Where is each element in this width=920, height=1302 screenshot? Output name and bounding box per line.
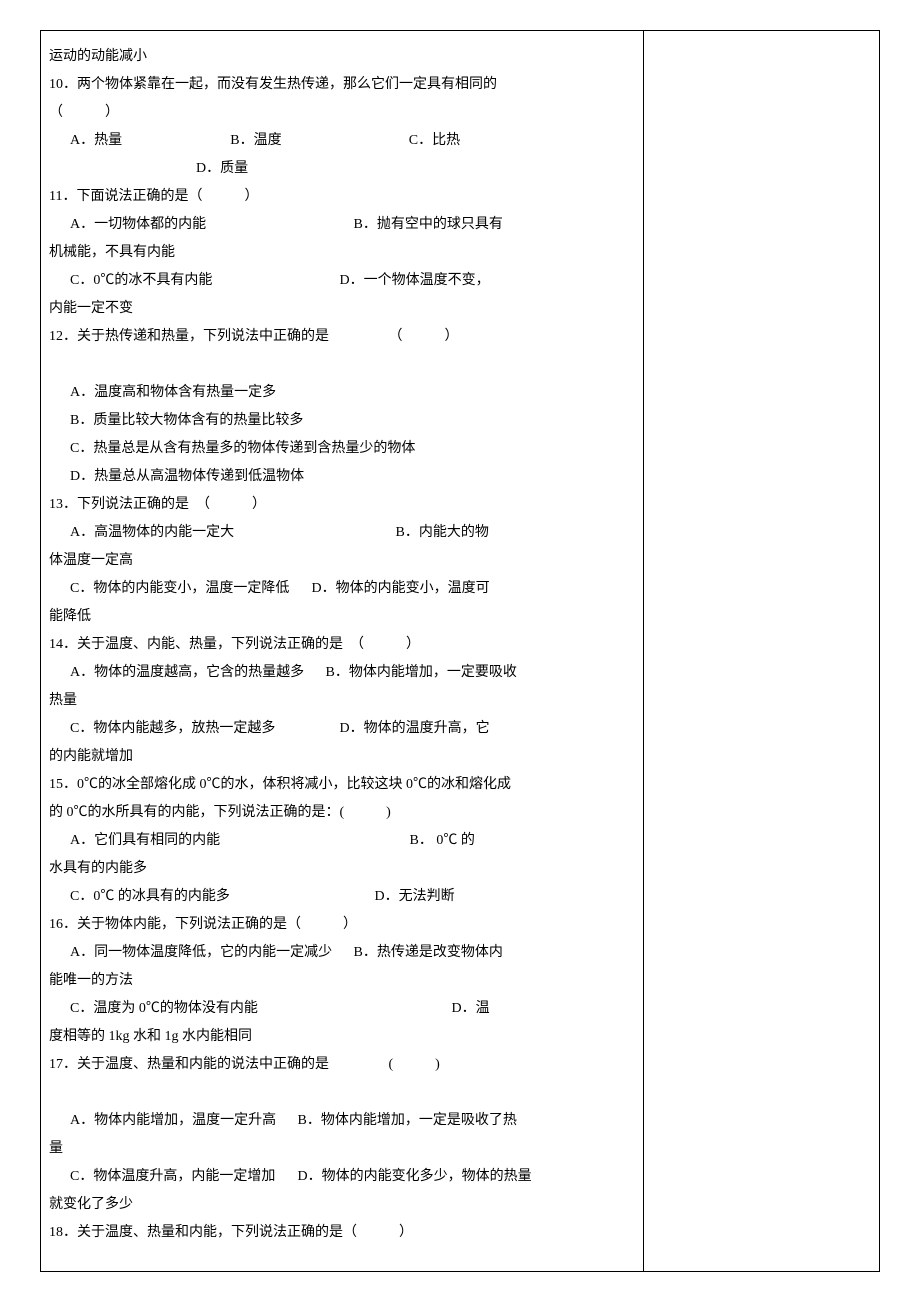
q13-opt-a: A．高温物体的内能一定大 xyxy=(70,519,392,547)
q14-line-ab: A．物体的温度越高，它含的热量越多 B．物体内能增加，一定要吸收 xyxy=(49,659,635,687)
q13-line-ab: A．高温物体的内能一定大 B．内能大的物 xyxy=(49,519,635,547)
q10-opt-a: A．热量 xyxy=(70,127,227,155)
q13-line-cd: C．物体的内能变小，温度一定降低 D．物体的内能变小，温度可 xyxy=(49,575,635,603)
q13-opt-b-tail: 体温度一定高 xyxy=(49,547,635,575)
q14-opt-d-pre: D．物体的温度升高，它 xyxy=(340,721,490,736)
q11-stem: 11．下面说法正确的是（ ） xyxy=(49,183,635,211)
q11-line-cd: C．0℃的冰不具有内能 D．一个物体温度不变， xyxy=(49,267,635,295)
q17-line-ab: A．物体内能增加，温度一定升高 B．物体内能增加，一定是吸收了热 xyxy=(49,1107,635,1135)
q13-opt-b-pre: B．内能大的物 xyxy=(396,525,489,540)
q14-line-cd: C．物体内能越多，放热一定越多 D．物体的温度升高，它 xyxy=(49,715,635,743)
page-container: 运动的动能减小 10．两个物体紧靠在一起，而没有发生热传递，那么它们一定具有相同… xyxy=(40,30,880,1272)
q11-opt-b-tail: 机械能，不具有内能 xyxy=(49,239,635,267)
q16-line-cd: C．温度为 0℃的物体没有内能 D．温 xyxy=(49,995,635,1023)
q11-opt-d-pre: D．一个物体温度不变， xyxy=(340,273,490,288)
q12-stem-line: 12．关于热传递和热量，下列说法中正确的是 （ ） xyxy=(49,323,635,351)
q10-bracket: （ ） xyxy=(49,99,635,127)
q17-opt-c: C．物体温度升高，内能一定增加 xyxy=(70,1163,294,1191)
q-prev-tail: 运动的动能减小 xyxy=(49,43,635,71)
q11-line-ab: A．一切物体都的内能 B．抛有空中的球只具有 xyxy=(49,211,635,239)
q10-opt-d: D．质量 xyxy=(49,155,635,183)
q11-opt-a: A．一切物体都的内能 xyxy=(70,211,350,239)
q14-opt-c: C．物体内能越多，放热一定越多 xyxy=(70,715,336,743)
q11-opt-d-tail: 内能一定不变 xyxy=(49,295,635,323)
q10-opt-c: C．比热 xyxy=(409,133,460,148)
content-column: 运动的动能减小 10．两个物体紧靠在一起，而没有发生热传递，那么它们一定具有相同… xyxy=(41,31,644,1271)
q17-opt-b-pre: B．物体内能增加，一定是吸收了热 xyxy=(298,1113,517,1128)
q13-opt-d-pre: D．物体的内能变小，温度可 xyxy=(312,581,490,596)
q13-opt-d-tail: 能降低 xyxy=(49,603,635,631)
q17-opt-d-tail: 就变化了多少 xyxy=(49,1191,635,1219)
q10-stem: 10．两个物体紧靠在一起，而没有发生热传递，那么它们一定具有相同的 xyxy=(49,71,635,99)
q17-bracket: ( ) xyxy=(389,1057,440,1072)
q12-opt-c: C．热量总是从含有热量多的物体传递到含热量少的物体 xyxy=(49,435,635,463)
q12-opt-d: D．热量总从高温物体传递到低温物体 xyxy=(49,463,635,491)
q15-opt-c: C．0℃ 的冰具有的内能多 xyxy=(70,883,371,911)
q16-line-ab: A．同一物体温度降低，它的内能一定减少 B．热传递是改变物体内 xyxy=(49,939,635,967)
q16-opt-d-pre: D．温 xyxy=(452,1001,490,1016)
q16-opt-b-pre: B．热传递是改变物体内 xyxy=(354,945,503,960)
q16-opt-d-tail: 度相等的 1kg 水和 1g 水内能相同 xyxy=(49,1023,635,1051)
q13-opt-c: C．物体的内能变小，温度一定降低 xyxy=(70,575,308,603)
q14-opt-d-tail: 的内能就增加 xyxy=(49,743,635,771)
q10-options-line1: A．热量 B．温度 C．比热 xyxy=(49,127,635,155)
q17-stem-line: 17．关于温度、热量和内能的说法中正确的是 ( ) xyxy=(49,1051,635,1079)
q12-blank xyxy=(49,351,635,379)
q18-stem: 18．关于温度、热量和内能，下列说法正确的是（ ） xyxy=(49,1219,635,1247)
q12-opt-b: B．质量比较大物体含有的热量比较多 xyxy=(49,407,635,435)
q16-opt-a: A．同一物体温度降低，它的内能一定减少 xyxy=(70,939,350,967)
q16-opt-b-tail: 能唯一的方法 xyxy=(49,967,635,995)
margin-column xyxy=(644,31,879,1271)
q16-opt-c: C．温度为 0℃的物体没有内能 xyxy=(70,995,448,1023)
q14-opt-b-tail: 热量 xyxy=(49,687,635,715)
q15-opt-a: A．它们具有相同的内能 xyxy=(70,827,406,855)
q10-opt-b: B．温度 xyxy=(230,127,405,155)
q11-opt-b-pre: B．抛有空中的球只具有 xyxy=(354,217,503,232)
q12-opt-a: A．温度高和物体含有热量一定多 xyxy=(49,379,635,407)
q15-opt-b-pre: B． 0℃ 的 xyxy=(410,833,475,848)
q17-blank xyxy=(49,1079,635,1107)
q14-opt-a: A．物体的温度越高，它含的热量越多 xyxy=(70,659,322,687)
q15-line-ab: A．它们具有相同的内能 B． 0℃ 的 xyxy=(49,827,635,855)
q12-bracket: （ ） xyxy=(389,329,459,344)
q15-line-cd: C．0℃ 的冰具有的内能多 D．无法判断 xyxy=(49,883,635,911)
q13-stem: 13．下列说法正确的是 （ ） xyxy=(49,491,635,519)
q15-opt-d: D．无法判断 xyxy=(375,889,455,904)
q17-line-cd: C．物体温度升高，内能一定增加 D．物体的内能变化多少，物体的热量 xyxy=(49,1163,635,1191)
q14-opt-b-pre: B．物体内能增加，一定要吸收 xyxy=(326,665,517,680)
q16-stem: 16．关于物体内能，下列说法正确的是（ ） xyxy=(49,911,635,939)
q15-stem2: 的 0℃的水所具有的内能，下列说法正确的是：( ) xyxy=(49,799,635,827)
q15-opt-b-tail: 水具有的内能多 xyxy=(49,855,635,883)
q12-stem: 12．关于热传递和热量，下列说法中正确的是 xyxy=(49,323,385,351)
q14-stem: 14．关于温度、内能、热量，下列说法正确的是 （ ） xyxy=(49,631,635,659)
q17-opt-d-pre: D．物体的内能变化多少，物体的热量 xyxy=(298,1169,532,1184)
q15-stem1: 15．0℃的冰全部熔化成 0℃的水，体积将减小，比较这块 0℃的冰和熔化成 xyxy=(49,771,635,799)
q17-opt-a: A．物体内能增加，温度一定升高 xyxy=(70,1107,294,1135)
q11-opt-c: C．0℃的冰不具有内能 xyxy=(70,267,336,295)
q17-opt-b-tail: 量 xyxy=(49,1135,635,1163)
q17-stem: 17．关于温度、热量和内能的说法中正确的是 xyxy=(49,1051,385,1079)
